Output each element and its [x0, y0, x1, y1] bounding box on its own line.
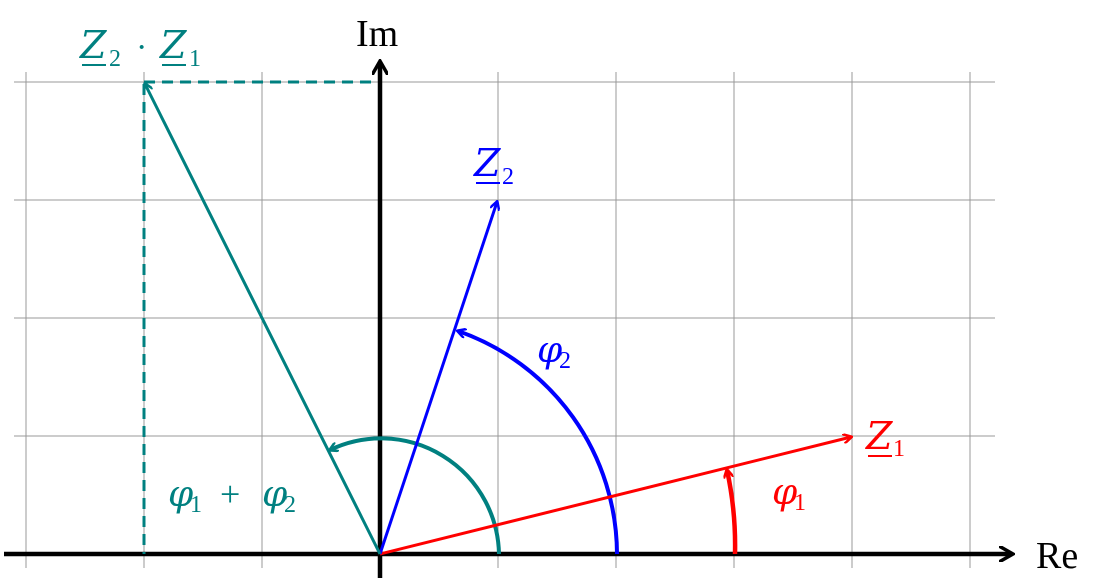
- svg-text:+: +: [220, 474, 240, 514]
- svg-text:Z: Z: [79, 23, 107, 67]
- product-label: Z 2 · Z 1: [79, 23, 201, 72]
- phi1-label: φ 1: [772, 472, 806, 516]
- phi2-arc: [458, 331, 619, 555]
- svg-text:φ: φ: [772, 472, 798, 513]
- svg-text:2: 2: [109, 46, 121, 72]
- svg-text:·: ·: [136, 29, 147, 66]
- svg-text:2: 2: [284, 492, 296, 518]
- svg-text:φ: φ: [262, 474, 288, 515]
- svg-text:Z: Z: [159, 23, 187, 67]
- z1-vector: [379, 437, 851, 556]
- phi-sum-arc: [330, 436, 501, 555]
- svg-text:2: 2: [559, 348, 571, 374]
- svg-text:Z: Z: [865, 414, 893, 458]
- z2-vector: [378, 202, 497, 555]
- svg-text:φ: φ: [168, 474, 194, 515]
- real-axis-label: Re: [1036, 535, 1078, 577]
- product-vector: [145, 84, 382, 555]
- svg-text:1: 1: [190, 492, 202, 518]
- grid: [14, 72, 995, 568]
- z2-label: Z 2: [473, 141, 514, 190]
- z1-label: Z 1: [865, 414, 905, 462]
- svg-text:1: 1: [189, 46, 201, 72]
- svg-text:Z: Z: [473, 141, 501, 185]
- phi1-arc: [727, 470, 738, 555]
- svg-text:1: 1: [893, 436, 905, 462]
- svg-text:φ: φ: [537, 330, 563, 371]
- phi-sum-label: φ 1 + φ 2: [168, 474, 296, 518]
- phi2-label: φ 2: [537, 330, 571, 374]
- svg-text:2: 2: [502, 164, 514, 190]
- svg-text:1: 1: [794, 490, 806, 516]
- imag-axis-label: Im: [356, 13, 398, 55]
